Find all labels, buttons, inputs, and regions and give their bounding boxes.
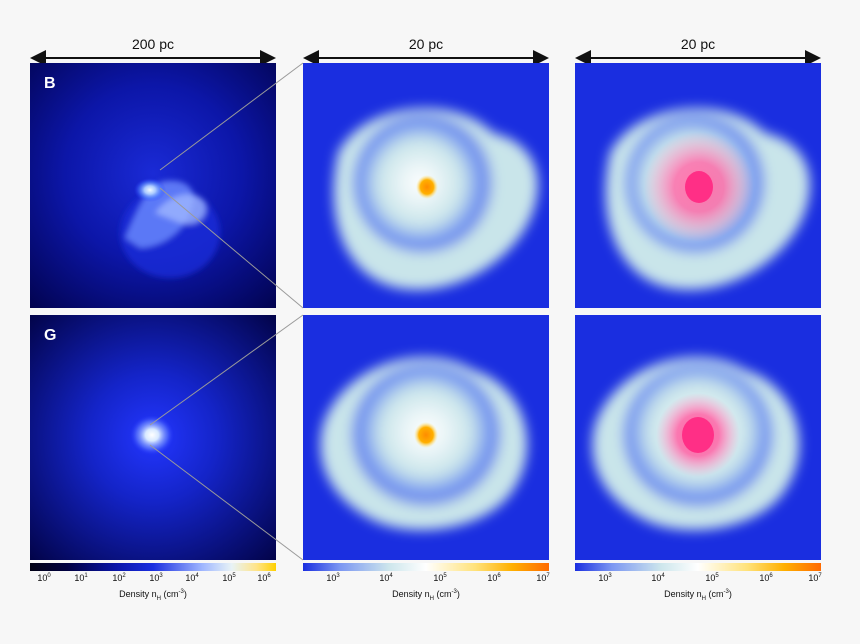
star-cluster-core-top: [685, 171, 713, 203]
tick-middle-4: 107: [536, 573, 550, 583]
tick-right-0: 103: [598, 573, 612, 583]
tick-middle-1: 104: [379, 573, 393, 583]
colorbar-left: [30, 563, 276, 571]
bright-core-top-left: [134, 178, 166, 202]
bright-core-bottom-left: [130, 415, 174, 455]
density-map-zoom-bottom: [303, 315, 549, 560]
colorbar-title-left: Density nH (cm-3): [119, 589, 187, 602]
tick-right-2: 105: [705, 573, 719, 583]
tick-left-5: 105: [222, 573, 236, 583]
colorbar-right: [575, 563, 821, 571]
tick-right-3: 106: [759, 573, 773, 583]
colorbar-ticks-right: 103 104 105 106 107: [575, 573, 821, 587]
panel-letter-G: G: [44, 327, 57, 344]
tick-middle-2: 105: [433, 573, 447, 583]
tick-left-1: 101: [74, 573, 88, 583]
panel-bottom-left: G: [30, 315, 276, 560]
density-map-stars-top: [575, 63, 821, 308]
tick-middle-0: 103: [326, 573, 340, 583]
scale-label-middle: 20 pc: [408, 36, 444, 52]
tick-left-3: 103: [149, 573, 163, 583]
star-cluster-core-bottom: [682, 417, 714, 453]
panel-top-right: [575, 63, 821, 308]
density-map-large-scale-bottom: [30, 315, 276, 560]
dense-core-bottom-middle: [414, 422, 438, 448]
colorbar-ticks-left: 100 101 102 103 104 105 106: [30, 573, 276, 587]
panel-top-middle: [303, 63, 549, 308]
panel-letter-B: B: [44, 75, 56, 92]
tick-left-2: 102: [112, 573, 126, 583]
tick-right-1: 104: [651, 573, 665, 583]
panel-top-left: B: [30, 63, 276, 308]
colorbar-title-middle: Density nH (cm-3): [392, 589, 460, 602]
density-map-large-scale-top: [30, 63, 276, 308]
density-map-zoom-top: [303, 63, 549, 308]
scale-label-left: 200 pc: [131, 36, 175, 52]
panel-bottom-right: [575, 315, 821, 560]
dense-core-top-middle: [416, 175, 438, 199]
colorbar-title-right: Density nH (cm-3): [664, 589, 732, 602]
tick-left-6: 106: [257, 573, 271, 583]
tick-left-0: 100: [37, 573, 51, 583]
colorbar-ticks-middle: 103 104 105 106 107: [303, 573, 549, 587]
panel-bottom-middle: [303, 315, 549, 560]
scale-label-right: 20 pc: [680, 36, 716, 52]
tick-middle-3: 106: [487, 573, 501, 583]
tick-right-4: 107: [808, 573, 822, 583]
density-map-stars-bottom: [575, 315, 821, 560]
tick-left-4: 104: [185, 573, 199, 583]
colorbar-middle: [303, 563, 549, 571]
